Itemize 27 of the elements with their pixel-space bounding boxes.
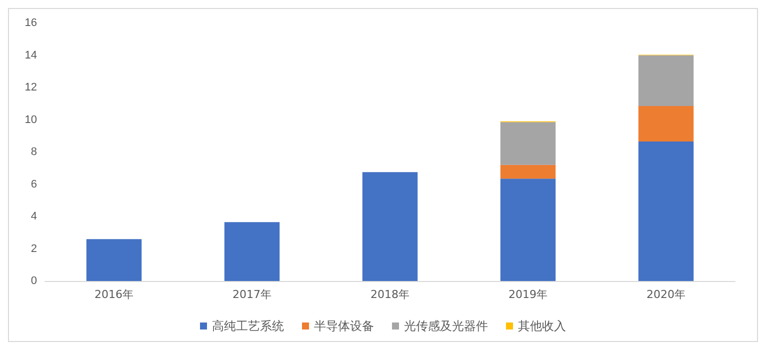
legend-label: 光传感及光器件 bbox=[404, 319, 488, 333]
y-tick-label: 4 bbox=[30, 210, 37, 222]
y-tick-label: 0 bbox=[30, 275, 37, 287]
bar bbox=[362, 172, 418, 281]
legend-label: 其他收入 bbox=[518, 319, 566, 333]
y-tick-label: 8 bbox=[30, 146, 37, 158]
y-tick-label: 6 bbox=[30, 178, 37, 190]
bar bbox=[224, 222, 280, 281]
y-tick-label: 10 bbox=[24, 114, 37, 126]
x-tick-label: 2016年 bbox=[94, 288, 134, 301]
x-tick-label: 2017年 bbox=[232, 288, 272, 301]
x-tick-label: 2019年 bbox=[508, 288, 548, 301]
x-tick-label: 2020年 bbox=[646, 288, 686, 301]
bar bbox=[638, 55, 694, 106]
bar bbox=[638, 106, 694, 142]
bar bbox=[500, 122, 556, 165]
y-tick-label: 16 bbox=[24, 17, 37, 29]
y-tick-label: 14 bbox=[24, 49, 37, 62]
y-tick-label: 2 bbox=[30, 242, 37, 255]
x-tick-label: 2018年 bbox=[370, 288, 410, 301]
y-tick-label: 12 bbox=[24, 82, 37, 94]
bar bbox=[638, 142, 694, 281]
bar bbox=[86, 239, 142, 281]
legend-label: 半导体设备 bbox=[314, 319, 374, 333]
bar bbox=[500, 178, 556, 281]
bar bbox=[500, 164, 556, 179]
legend-label: 高纯工艺系统 bbox=[212, 319, 284, 333]
